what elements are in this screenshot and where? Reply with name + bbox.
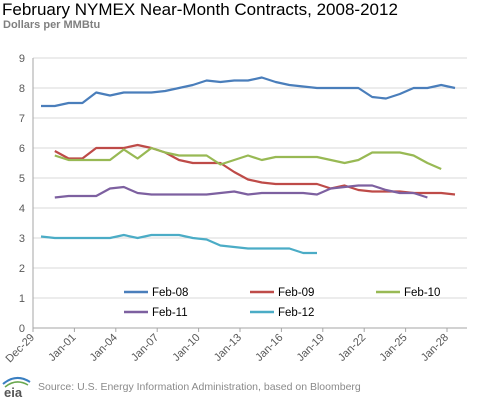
y-tick-labels: 0 1 2 3 4 5 6 7 8 9	[19, 53, 25, 335]
x-tick-label: Jan-25	[377, 332, 409, 364]
legend-label: Feb-10	[404, 287, 440, 299]
y-tick-label: 7	[19, 113, 25, 125]
series-line-feb-12	[40, 233, 317, 255]
series-line-feb-11	[54, 184, 428, 199]
series-line-feb-10	[54, 146, 442, 171]
source-note: Source: U.S. Energy Information Administ…	[38, 381, 361, 393]
legend-label: Feb-12	[278, 307, 314, 319]
legend: Feb-08 Feb-09 Feb-10 Feb-11 Feb-12	[124, 287, 440, 319]
axes	[32, 58, 467, 332]
chart-title: February NYMEX Near-Month Contracts, 200…	[2, 0, 398, 19]
x-tick-label: Jan-28	[419, 332, 451, 364]
x-tick-label: Jan-04	[88, 332, 120, 364]
y-tick-label: 4	[19, 203, 25, 215]
y-tick-label: 9	[19, 53, 25, 65]
chart-subtitle: Dollars per MMBtu	[3, 19, 101, 31]
series-lines	[40, 76, 456, 255]
series-line-feb-08	[41, 76, 456, 108]
y-tick-label: 3	[19, 233, 25, 245]
svg-text:eia: eia	[4, 385, 23, 400]
eia-logo-icon: eia	[2, 377, 31, 400]
y-tick-label: 5	[19, 173, 25, 185]
x-tick-label: Jan-22	[336, 332, 368, 364]
legend-label: Feb-08	[152, 287, 188, 299]
x-tick-label: Jan-13	[212, 332, 244, 364]
y-tick-label: 1	[19, 293, 25, 305]
y-tick-label: 0	[19, 323, 25, 335]
x-tick-label: Jan-10	[170, 332, 202, 364]
x-tick-label: Jan-01	[46, 332, 78, 364]
y-tick-label: 2	[19, 263, 25, 275]
x-tick-label: Dec-29	[4, 332, 38, 366]
x-tick-label: Jan-07	[129, 332, 161, 364]
x-tick-label: Jan-16	[253, 332, 285, 364]
legend-label: Feb-11	[152, 307, 188, 319]
y-tick-label: 6	[19, 143, 25, 155]
y-tick-label: 8	[19, 83, 25, 95]
x-tick-label: Jan-19	[295, 332, 327, 364]
x-tick-labels: Dec-29 Jan-01 Jan-04 Jan-07 Jan-10 Jan-13 Jan-…	[4, 332, 452, 366]
legend-label: Feb-09	[278, 287, 314, 299]
